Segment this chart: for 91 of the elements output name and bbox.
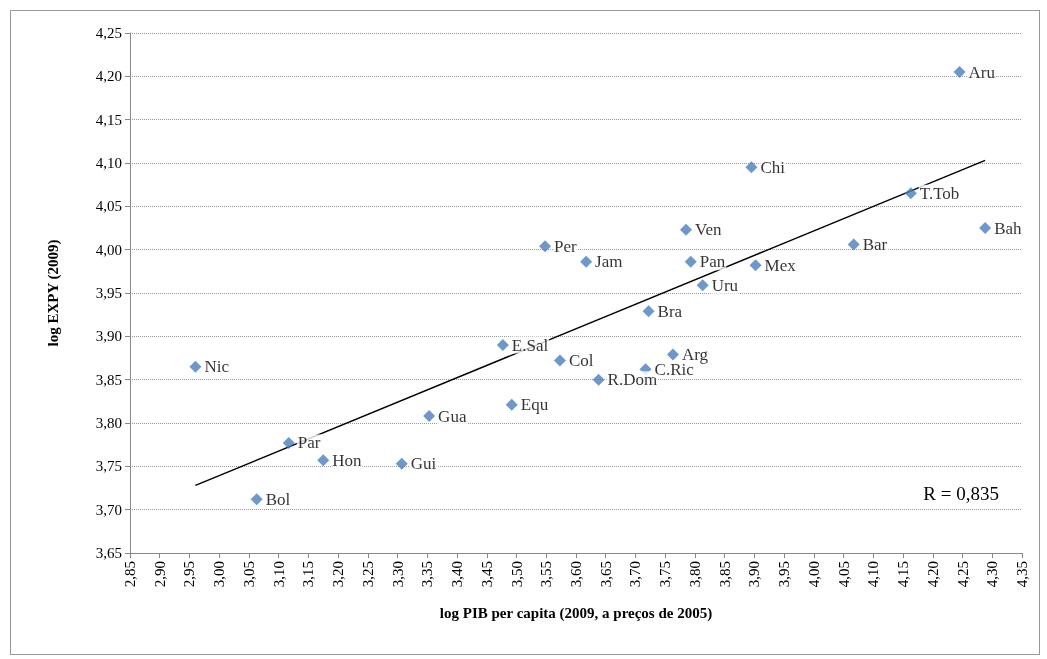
annotation: Aru (968, 62, 996, 82)
point (250, 493, 263, 506)
annotation: E.Sal (511, 335, 549, 355)
point (953, 66, 966, 78)
annotation: Nic (204, 357, 230, 377)
x-tick-label: 3,75 (657, 561, 674, 588)
x-tick-label: 3,70 (627, 561, 644, 588)
annotation: Pan (699, 252, 726, 272)
y-tick-label: 4,15 (95, 111, 122, 128)
y-tick-label: 3,70 (95, 501, 122, 518)
x-tick-label: 3,05 (240, 561, 257, 588)
point (666, 348, 679, 361)
annotation: Per (554, 236, 578, 256)
annotation: Uru (711, 275, 739, 295)
annotation: R = 0,835 (923, 483, 999, 504)
x-tick-label: 4,25 (954, 561, 971, 588)
x-tick-label: 3,30 (389, 561, 406, 588)
annotation: Gui (410, 454, 437, 474)
x-tick-label: 3,20 (330, 561, 347, 588)
annotation: Hon (332, 450, 363, 470)
x-tick-label: 3,90 (746, 561, 763, 588)
point (539, 240, 552, 253)
point (696, 279, 709, 292)
x-tick-label: 3,00 (211, 561, 228, 588)
x-tick-label: 3,60 (568, 561, 584, 588)
x-tick-label: 2,95 (181, 561, 198, 588)
annotation: Par (297, 433, 321, 453)
annotation: Bah (994, 218, 1023, 238)
x-tick-label: 4,35 (1014, 561, 1030, 588)
x-tick-label: 4,20 (924, 561, 941, 588)
point (496, 339, 509, 351)
x-tick-label: 2,90 (151, 561, 168, 588)
y-tick-label: 4,25 (95, 25, 122, 41)
point (979, 222, 992, 234)
x-tick-label: 2,85 (122, 561, 138, 588)
annotation: T.Tob (919, 183, 960, 203)
annotation: Col (568, 351, 594, 371)
y-tick-label: 3,85 (95, 371, 122, 388)
point (317, 454, 330, 467)
x-tick-label: 4,05 (835, 561, 852, 588)
y-tick-label: 3,80 (95, 415, 122, 431)
x-tick-label: 3,35 (419, 561, 436, 588)
annotation: Bar (862, 234, 888, 254)
point (189, 360, 202, 373)
annotation: Bra (657, 301, 683, 321)
annotation: Jam (595, 252, 623, 272)
point (423, 410, 436, 423)
x-tick-label: 3,55 (538, 561, 555, 588)
x-tick-label: 4,00 (805, 561, 822, 588)
x-tick-label: 4,30 (984, 561, 1001, 588)
point (580, 255, 593, 268)
x-tick-label: 4,15 (895, 561, 912, 588)
y-axis-title: log EXPY (2009) (44, 239, 62, 347)
y-tick-label: 3,95 (95, 285, 122, 301)
x-tick-label: 3,25 (359, 561, 376, 588)
x-tick-label: 3,10 (270, 561, 287, 588)
x-axis-title: log PIB per capita (2009, a preços de 2005) (439, 604, 713, 622)
y-tick-label: 4,00 (95, 241, 122, 258)
x-tick-label: 3,15 (300, 561, 317, 588)
x-tick-label: 3,95 (776, 561, 793, 588)
point (680, 223, 693, 236)
x-tick-label: 3,85 (716, 561, 733, 588)
point (745, 161, 758, 174)
y-tick-label: 4,05 (95, 198, 122, 215)
x-tick-label: 3,45 (478, 561, 495, 588)
point (592, 373, 605, 386)
point (282, 436, 295, 449)
x-tick-label: 3,65 (597, 561, 614, 588)
x-tick-label: 3,40 (449, 561, 466, 588)
annotation: Gua (438, 406, 467, 426)
point (684, 255, 697, 268)
annotation: Bol (265, 489, 291, 509)
x-tick-label: 3,80 (686, 561, 703, 588)
y-tick-label: 3,75 (95, 458, 122, 475)
y-tick-label: 3,90 (95, 328, 122, 345)
annotation: Ven (695, 220, 722, 240)
x-tick-label: 4,10 (865, 561, 882, 588)
point (847, 238, 860, 251)
point (553, 354, 566, 367)
point (395, 457, 408, 470)
point (505, 398, 518, 411)
point (904, 187, 917, 200)
annotation: Chi (760, 157, 786, 177)
x-tick-label: 3,50 (508, 561, 525, 588)
point (642, 305, 655, 318)
point (749, 259, 762, 272)
annotation: Mex (764, 255, 797, 275)
y-tick-label: 4,20 (95, 68, 122, 85)
y-tick-label: 4,10 (95, 155, 122, 171)
annotation: Equ (520, 395, 549, 415)
y-tick-label: 3,65 (95, 545, 122, 561)
